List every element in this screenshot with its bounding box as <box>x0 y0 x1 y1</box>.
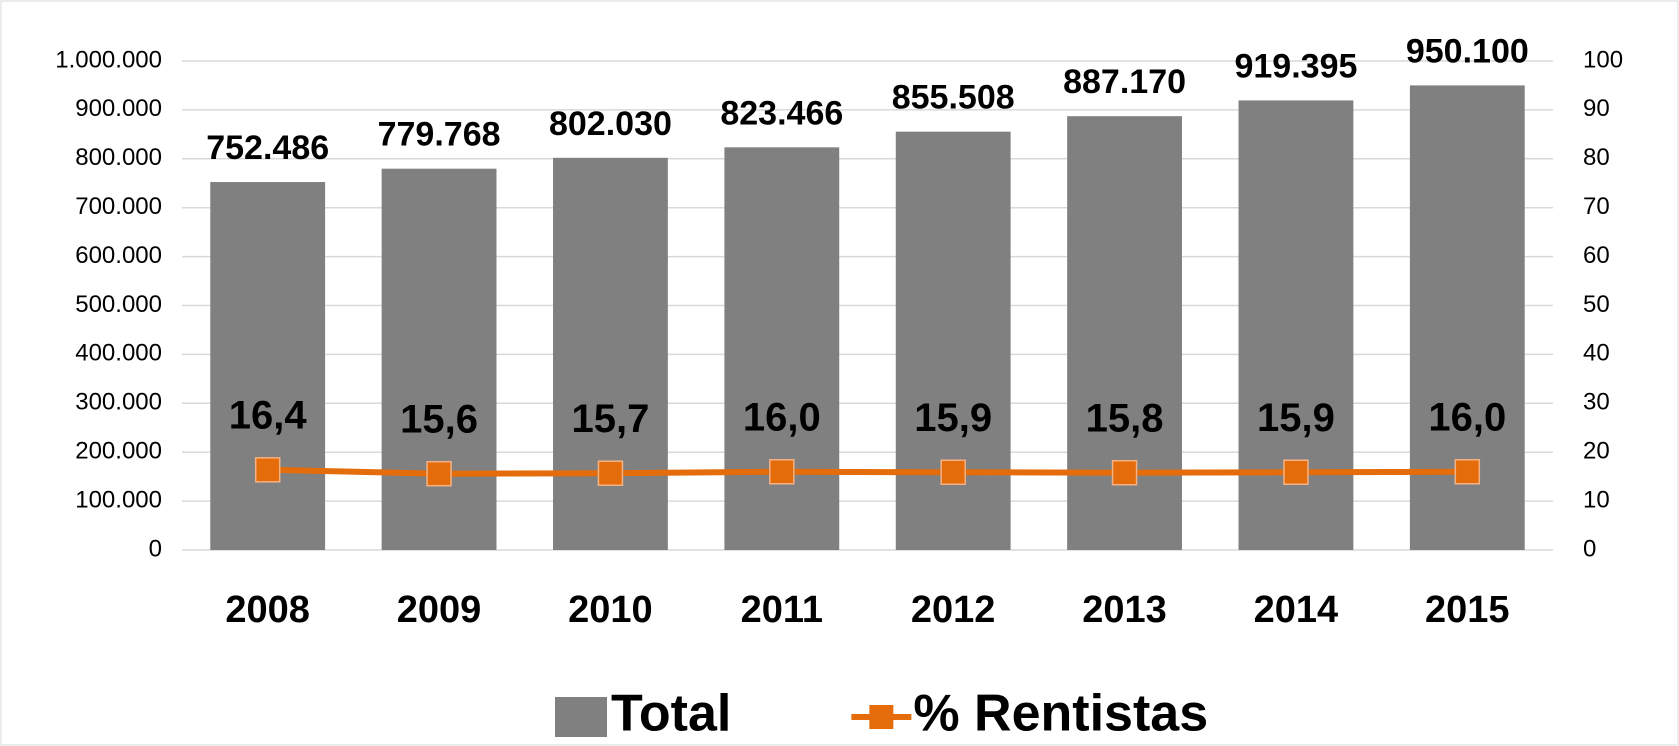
line-marker <box>769 459 795 485</box>
legend-swatch <box>555 697 607 737</box>
x-tick-label: 2015 <box>1425 589 1510 631</box>
y-tick-label: 400.000 <box>75 340 162 367</box>
y-tick-label: 900.000 <box>75 95 162 122</box>
legend-label: % Rentistas <box>913 685 1208 743</box>
x-tick-label: 2009 <box>397 589 482 631</box>
y-tick-label: 600.000 <box>75 242 162 269</box>
y2-tick-label: 80 <box>1583 144 1610 171</box>
y2-tick-label: 0 <box>1583 535 1596 562</box>
bar-value-label: 919.395 <box>1234 47 1357 85</box>
bar-value-label: 887.170 <box>1063 63 1186 101</box>
bar-value-label: 950.100 <box>1406 32 1529 70</box>
y-tick-label: 200.000 <box>75 438 162 465</box>
y2-tick-label: 40 <box>1583 340 1610 367</box>
x-tick-label: 2010 <box>568 589 653 631</box>
line-marker <box>597 460 624 486</box>
line <box>267 466 1468 477</box>
line-value-label: 15,8 <box>1086 396 1164 440</box>
y-tick-label: 1.000.000 <box>55 46 162 73</box>
y2-tick-label: 10 <box>1583 486 1610 513</box>
line-value-label: 16,0 <box>1428 395 1506 439</box>
line-value-label: 15,9 <box>1257 396 1335 440</box>
legend-swatch-marker <box>869 705 894 729</box>
bar-value-label: 779.768 <box>378 116 501 154</box>
bar-value-label: 752.486 <box>206 129 329 167</box>
x-tick-label: 2011 <box>741 589 823 631</box>
y2-tick-label: 30 <box>1583 389 1610 416</box>
line-value-label: 15,7 <box>572 397 650 441</box>
line-marker <box>1111 459 1138 486</box>
line-marker <box>1283 459 1309 485</box>
line-value-label: 15,6 <box>400 397 478 441</box>
line-value-label: 16,0 <box>743 395 821 439</box>
line-value-label: 15,9 <box>914 396 992 440</box>
line-marker <box>1454 459 1481 485</box>
bar-value-label: 855.508 <box>892 79 1015 117</box>
x-tick-label: 2013 <box>1082 589 1167 631</box>
y-tick-label: 700.000 <box>75 193 162 220</box>
line-marker <box>254 457 281 483</box>
bar <box>210 182 326 550</box>
bar <box>895 131 1011 550</box>
y2-tick-label: 20 <box>1583 438 1610 465</box>
y-tick-label: 300.000 <box>75 389 162 416</box>
bar-value-label: 823.466 <box>720 94 843 132</box>
y2-tick-label: 60 <box>1583 242 1610 269</box>
y2-tick-label: 90 <box>1583 95 1610 122</box>
y-tick-label: 100.000 <box>75 486 162 513</box>
y2-tick-label: 50 <box>1583 291 1610 318</box>
y-tick-label: 800.000 <box>75 144 162 171</box>
y-tick-label: 500.000 <box>75 291 162 318</box>
y2-tick-label: 100 <box>1583 46 1623 73</box>
line-marker <box>940 459 966 485</box>
legend-label: Total <box>611 685 731 743</box>
bar <box>381 168 497 550</box>
y2-tick-label: 70 <box>1583 193 1610 220</box>
bar <box>553 157 668 551</box>
x-tick-label: 2014 <box>1254 589 1339 631</box>
line-marker <box>426 460 452 487</box>
bar-value-label: 802.030 <box>549 105 672 143</box>
line-value-label: 16,4 <box>229 393 308 437</box>
y-tick-label: 0 <box>149 535 162 562</box>
x-tick-label: 2008 <box>225 589 310 631</box>
bar <box>724 147 840 550</box>
x-tick-label: 2012 <box>911 589 996 631</box>
